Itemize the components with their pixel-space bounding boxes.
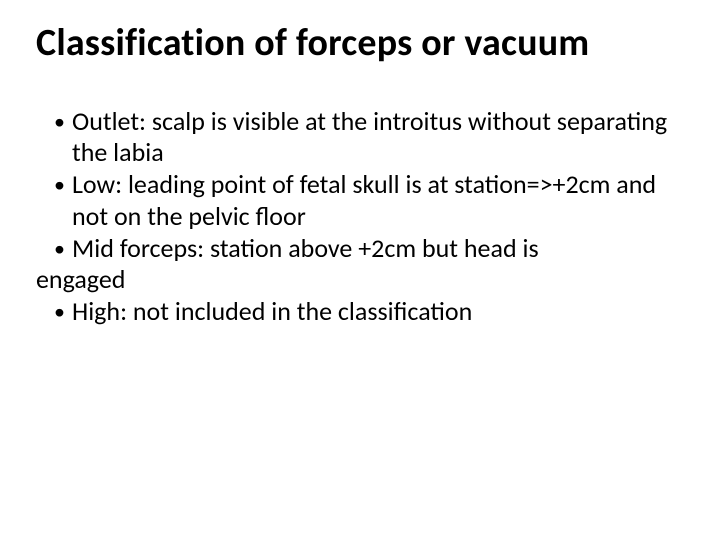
- bullet-icon: •: [54, 296, 72, 327]
- slide-title: Classification of forceps or vacuum: [36, 22, 684, 66]
- bullet-icon: •: [54, 233, 72, 264]
- slide: Classification of forceps or vacuum • Ou…: [0, 0, 720, 540]
- bullet-icon: •: [54, 106, 72, 137]
- bullet-item: • Mid forceps: station above +2cm but he…: [36, 233, 684, 296]
- bullet-text-line1: Mid forceps: station above +2cm but head…: [72, 233, 684, 265]
- bullet-text-line2: engaged: [36, 264, 684, 296]
- bullet-item: • Outlet: scalp is visible at the introi…: [36, 106, 684, 169]
- slide-body: • Outlet: scalp is visible at the introi…: [36, 106, 684, 328]
- bullet-item: • Low: leading point of fetal skull is a…: [36, 169, 684, 232]
- bullet-text: Outlet: scalp is visible at the introitu…: [72, 106, 684, 169]
- bullet-item: • High: not included in the classificati…: [36, 296, 684, 328]
- bullet-text: High: not included in the classification: [72, 296, 684, 328]
- bullet-text: Low: leading point of fetal skull is at …: [72, 169, 684, 232]
- bullet-icon: •: [54, 169, 72, 200]
